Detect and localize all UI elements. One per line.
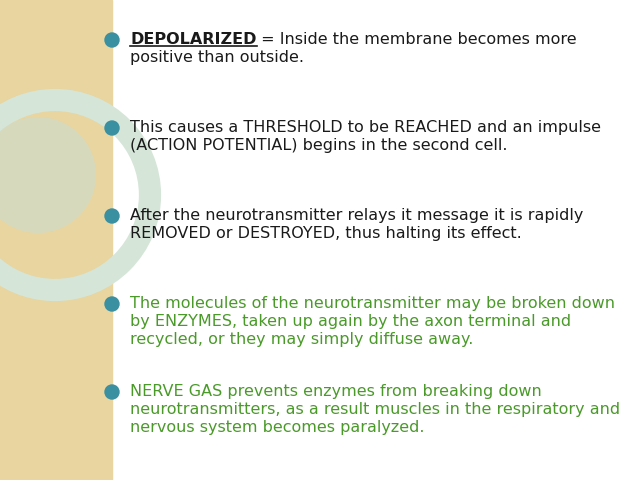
Text: recycled, or they may simply diffuse away.: recycled, or they may simply diffuse awa… bbox=[130, 332, 474, 347]
Circle shape bbox=[105, 385, 119, 399]
Circle shape bbox=[105, 121, 119, 135]
Text: (ACTION POTENTIAL) begins in the second cell.: (ACTION POTENTIAL) begins in the second … bbox=[130, 138, 508, 153]
Text: NERVE GAS prevents enzymes from breaking down: NERVE GAS prevents enzymes from breaking… bbox=[130, 384, 541, 399]
Text: This causes a THRESHOLD to be REACHED and an impulse: This causes a THRESHOLD to be REACHED an… bbox=[130, 120, 601, 135]
Text: The molecules of the neurotransmitter may be broken down: The molecules of the neurotransmitter ma… bbox=[130, 296, 615, 311]
Text: After the neurotransmitter relays it message it is rapidly: After the neurotransmitter relays it mes… bbox=[130, 208, 584, 223]
Text: positive than outside.: positive than outside. bbox=[130, 50, 304, 65]
Circle shape bbox=[105, 33, 119, 47]
Text: = Inside the membrane becomes more: = Inside the membrane becomes more bbox=[257, 32, 577, 47]
Circle shape bbox=[105, 209, 119, 223]
Text: DEPOLARIZED: DEPOLARIZED bbox=[130, 32, 257, 47]
Circle shape bbox=[0, 117, 96, 233]
Bar bbox=[0, 0, 112, 480]
Circle shape bbox=[105, 297, 119, 311]
Text: neurotransmitters, as a result muscles in the respiratory and: neurotransmitters, as a result muscles i… bbox=[130, 402, 620, 417]
Text: REMOVED or DESTROYED, thus halting its effect.: REMOVED or DESTROYED, thus halting its e… bbox=[130, 226, 522, 241]
Text: by ENZYMES, taken up again by the axon terminal and: by ENZYMES, taken up again by the axon t… bbox=[130, 314, 571, 329]
Text: nervous system becomes paralyzed.: nervous system becomes paralyzed. bbox=[130, 420, 424, 435]
